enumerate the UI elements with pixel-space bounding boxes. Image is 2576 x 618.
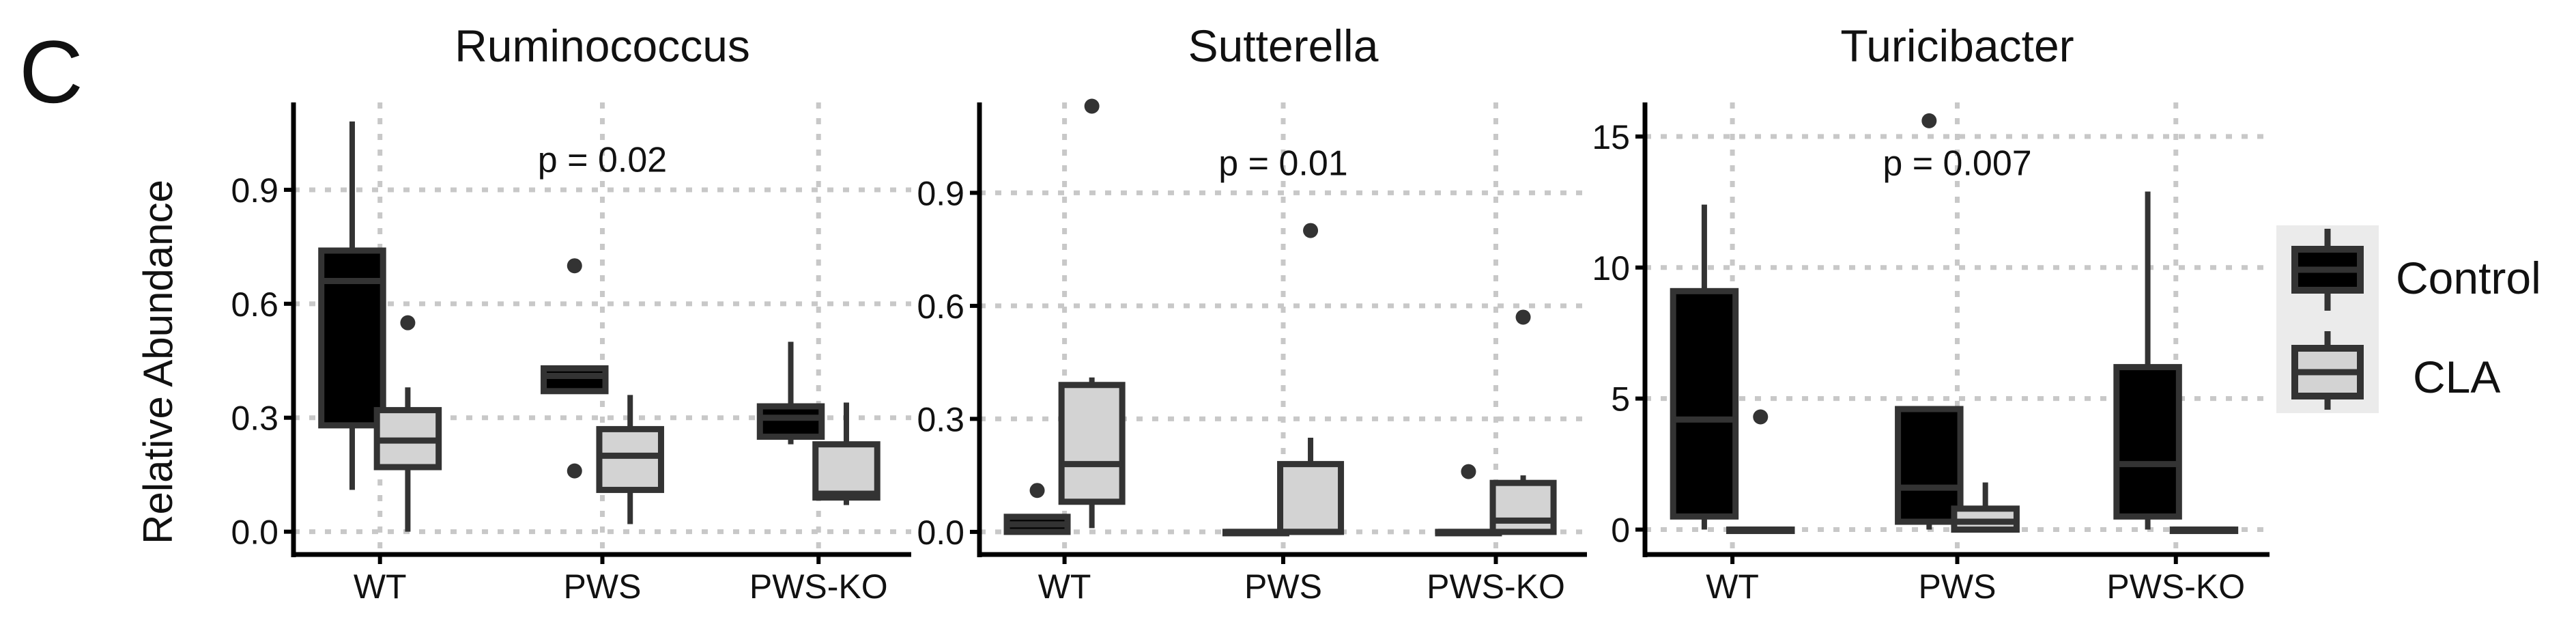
iqr-box	[596, 425, 664, 493]
x-tick-label: PWS	[1919, 567, 1997, 606]
outlier-point	[1029, 483, 1045, 498]
box-cla-pws-ko	[2169, 526, 2239, 535]
p-value-annotation: p = 0.01	[1218, 143, 1347, 183]
panel-title: Ruminococcus	[455, 20, 750, 71]
iqr-box	[1489, 479, 1557, 535]
box-control-pws	[1895, 113, 1964, 530]
iqr-box	[812, 441, 881, 501]
iqr-box	[2113, 364, 2182, 520]
box-control-pws-ko	[2113, 191, 2182, 530]
y-tick-label: 0	[1611, 511, 1630, 550]
p-value-annotation: p = 0.02	[538, 140, 667, 180]
y-tick-label: 5	[1611, 380, 1630, 419]
chart-panels: 0.0 0.3 0.6 0.9 WT PWS PWS-KO Ruminococcus p = 0…	[231, 20, 2270, 606]
x-tick-label: PWS-KO	[749, 567, 888, 606]
outlier-point	[400, 315, 416, 331]
outlier-point	[1753, 409, 1769, 425]
panel-turicibacter: 0 5 10 15 WT PWS PWS-KO Turicibacter p = 0.007	[1592, 20, 2270, 606]
outlier-point	[1921, 113, 1937, 128]
outlier-point	[1084, 98, 1100, 114]
box-control-wt	[318, 121, 386, 490]
iqr-box	[1670, 287, 1739, 520]
box-control-pws	[541, 258, 609, 479]
y-tick-label: 0.9	[231, 171, 278, 210]
panel-title: Sutterella	[1188, 20, 1379, 71]
legend-key-cla	[2291, 331, 2364, 410]
outlier-point	[1515, 309, 1531, 325]
legend: Control CLA	[2276, 225, 2541, 413]
y-tick-label: 0.3	[231, 399, 278, 438]
outlier-point	[567, 258, 582, 274]
panel-title: Turicibacter	[1840, 20, 2074, 71]
x-tick-label: PWS-KO	[2106, 567, 2245, 606]
iqr-box	[1058, 382, 1126, 505]
panel-sutterella: 0.0 0.3 0.6 0.9 WT PWS PWS-KO Sutterella p = 0.0…	[917, 20, 1587, 606]
iqr-box	[1895, 406, 1964, 525]
y-tick-label: 0.0	[917, 514, 964, 552]
x-tick-label: PWS	[1244, 567, 1322, 606]
box-cla-pws	[1951, 482, 2020, 533]
y-tick-label: 0.3	[917, 400, 964, 438]
box-cla-pws-ko	[812, 402, 881, 505]
y-tick-label: 0.0	[231, 514, 278, 552]
panel-ruminococcus: 0.0 0.3 0.6 0.9 WT PWS PWS-KO Ruminococcus p = 0…	[231, 20, 911, 606]
iqr-box	[541, 365, 609, 395]
y-tick-label: 15	[1592, 118, 1630, 156]
x-tick-label: WT	[1706, 567, 1759, 606]
x-tick-label: PWS	[564, 567, 642, 606]
panel-letter: C	[19, 22, 83, 122]
y-tick-label: 10	[1592, 249, 1630, 287]
outlier-point	[1303, 223, 1319, 238]
legend-label-cla: CLA	[2413, 352, 2500, 402]
x-tick-label: WT	[354, 567, 407, 606]
y-tick-label: 0.9	[917, 174, 964, 212]
iqr-box	[756, 403, 825, 440]
iqr-box	[318, 247, 386, 429]
legend-key-control	[2291, 229, 2364, 311]
legend-label-control: Control	[2396, 253, 2541, 303]
y-tick-label: 0.6	[917, 287, 964, 326]
outlier-point	[567, 463, 582, 479]
x-tick-label: PWS-KO	[1427, 567, 1565, 606]
outlier-point	[1461, 464, 1476, 479]
box-cla-wt	[373, 315, 442, 532]
box-cla-pws	[596, 395, 664, 524]
box-cla-pws-ko	[1489, 309, 1557, 535]
box-control-pws-ko	[756, 341, 825, 445]
x-tick-label: WT	[1038, 567, 1091, 606]
box-cla-pws	[1277, 223, 1345, 535]
p-value-annotation: p = 0.007	[1883, 143, 2031, 183]
box-control-wt	[1670, 204, 1739, 530]
box-cla-wt	[1058, 98, 1126, 529]
box-cla-wt	[1726, 409, 1795, 535]
y-axis-label: Relative Abundance	[135, 180, 181, 544]
box-control-wt	[1003, 483, 1071, 535]
y-tick-label: 0.6	[231, 285, 278, 324]
iqr-box	[1277, 461, 1345, 535]
